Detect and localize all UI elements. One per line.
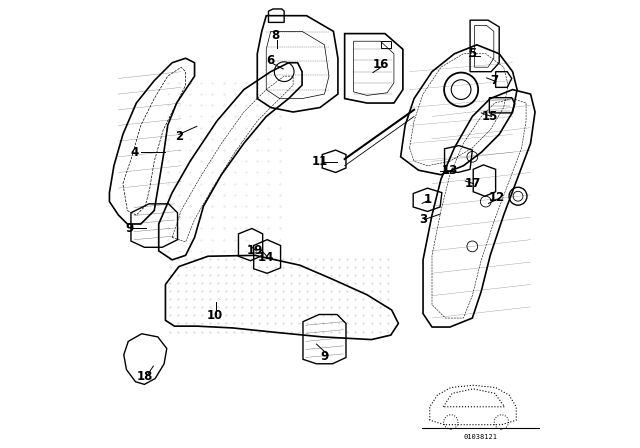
- Text: 14: 14: [258, 251, 275, 264]
- Text: 17: 17: [464, 177, 481, 190]
- Text: 4: 4: [130, 146, 138, 159]
- Text: 3: 3: [419, 213, 427, 226]
- Text: 15: 15: [482, 110, 499, 123]
- Text: 16: 16: [372, 58, 388, 72]
- Text: 2: 2: [175, 130, 183, 143]
- Text: 5: 5: [468, 47, 476, 60]
- Text: 7: 7: [491, 74, 499, 87]
- Text: 6: 6: [267, 54, 275, 67]
- Bar: [381, 41, 391, 48]
- Text: 9: 9: [125, 222, 134, 235]
- Text: 11: 11: [312, 155, 328, 168]
- Text: 8: 8: [271, 29, 279, 43]
- Text: 13: 13: [442, 164, 458, 177]
- Text: 10: 10: [207, 309, 223, 323]
- Text: 18: 18: [137, 370, 154, 383]
- Text: 19: 19: [247, 244, 263, 258]
- Text: 9: 9: [321, 349, 328, 363]
- Text: 1: 1: [424, 193, 431, 206]
- Text: 01038121: 01038121: [463, 434, 497, 440]
- Text: 12: 12: [489, 190, 505, 204]
